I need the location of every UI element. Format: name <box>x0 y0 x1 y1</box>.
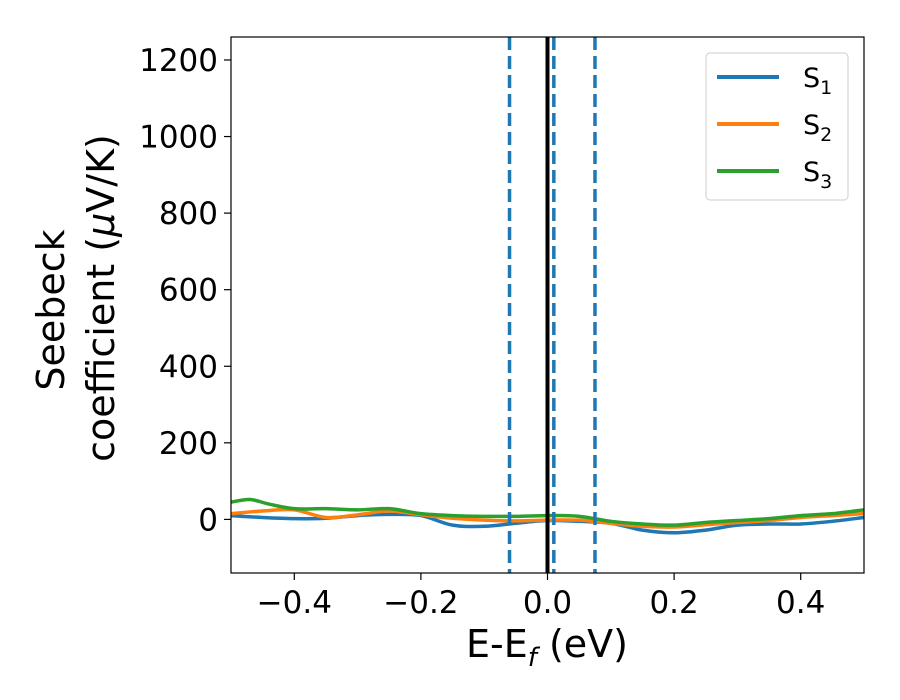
x-tick-label: −0.2 <box>383 585 458 621</box>
legend-box <box>705 52 849 201</box>
y-tick-label: 1200 <box>139 43 218 79</box>
y-tick-label: 0 <box>198 502 218 538</box>
plot-frame <box>230 36 865 574</box>
legend-label-s3: S3 <box>803 157 832 193</box>
x-tick-label: −0.4 <box>257 585 332 621</box>
x-tick-label: 0.0 <box>523 585 572 621</box>
x-tick-label: 0.2 <box>649 585 698 621</box>
x-axis-label: E-Ef (eV) <box>466 622 628 673</box>
y-axis-label-line1: Seebeck <box>29 229 73 390</box>
series-line-s3 <box>231 497 864 527</box>
legend: S1 S2 S3 <box>705 52 849 201</box>
y-tick-label: 1000 <box>139 120 218 156</box>
plot-area <box>231 37 864 573</box>
legend-label-s2: S2 <box>803 110 832 146</box>
axis-ticks: −0.4 −0.2 0.0 0.2 0.4 0 200 400 600 800 1000 1200 <box>139 43 825 621</box>
x-tick-label: 0.4 <box>776 585 825 621</box>
y-tick-label: 800 <box>159 196 218 232</box>
y-axis-label-line2: coefficient (μV/K) <box>79 134 123 462</box>
y-tick-label: 200 <box>159 426 218 462</box>
y-tick-label: 400 <box>159 349 218 385</box>
y-tick-label: 600 <box>159 273 218 309</box>
y-axis-label: Seebeck coefficient (μV/K) <box>29 134 123 462</box>
legend-label-s1: S1 <box>803 63 832 99</box>
